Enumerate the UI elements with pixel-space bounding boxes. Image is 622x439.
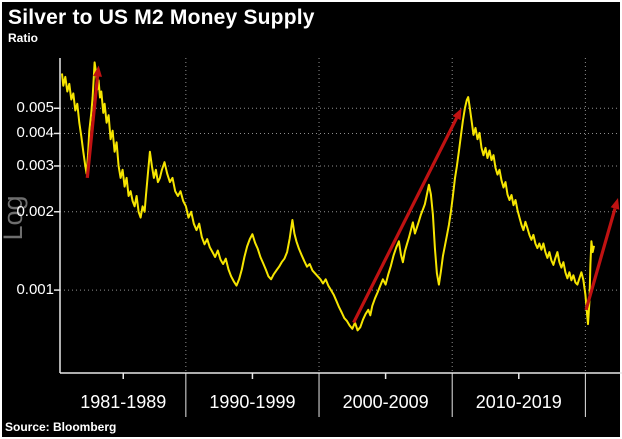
trend-arrow-head <box>452 108 462 121</box>
x-axis-label: 1981-1989 <box>80 392 167 412</box>
y-tick-label: 0.005 <box>16 99 54 117</box>
x-axis-label: 2000-2009 <box>342 392 429 412</box>
trend-arrow-line <box>352 117 459 324</box>
x-axis-label: 1990-1999 <box>209 392 296 412</box>
x-axis-label: 2010-2019 <box>475 392 562 412</box>
y-tick-label: 0.004 <box>16 124 54 142</box>
y-tick-label: 0.003 <box>16 156 54 174</box>
trend-arrow-head <box>93 65 102 77</box>
source-note: Source: Bloomberg <box>5 420 117 434</box>
chart-subtitle: Ratio <box>8 31 38 45</box>
trend-arrow-line <box>85 76 100 179</box>
y-tick-label: 0.001 <box>16 281 54 299</box>
series-line-silver-m2-ratio <box>61 61 595 332</box>
trend-arrow-line <box>584 208 617 311</box>
y-tick-label: 0.002 <box>16 202 54 220</box>
chart-title: Silver to US M2 Money Supply <box>8 6 315 29</box>
trend-arrow-head <box>610 197 620 210</box>
